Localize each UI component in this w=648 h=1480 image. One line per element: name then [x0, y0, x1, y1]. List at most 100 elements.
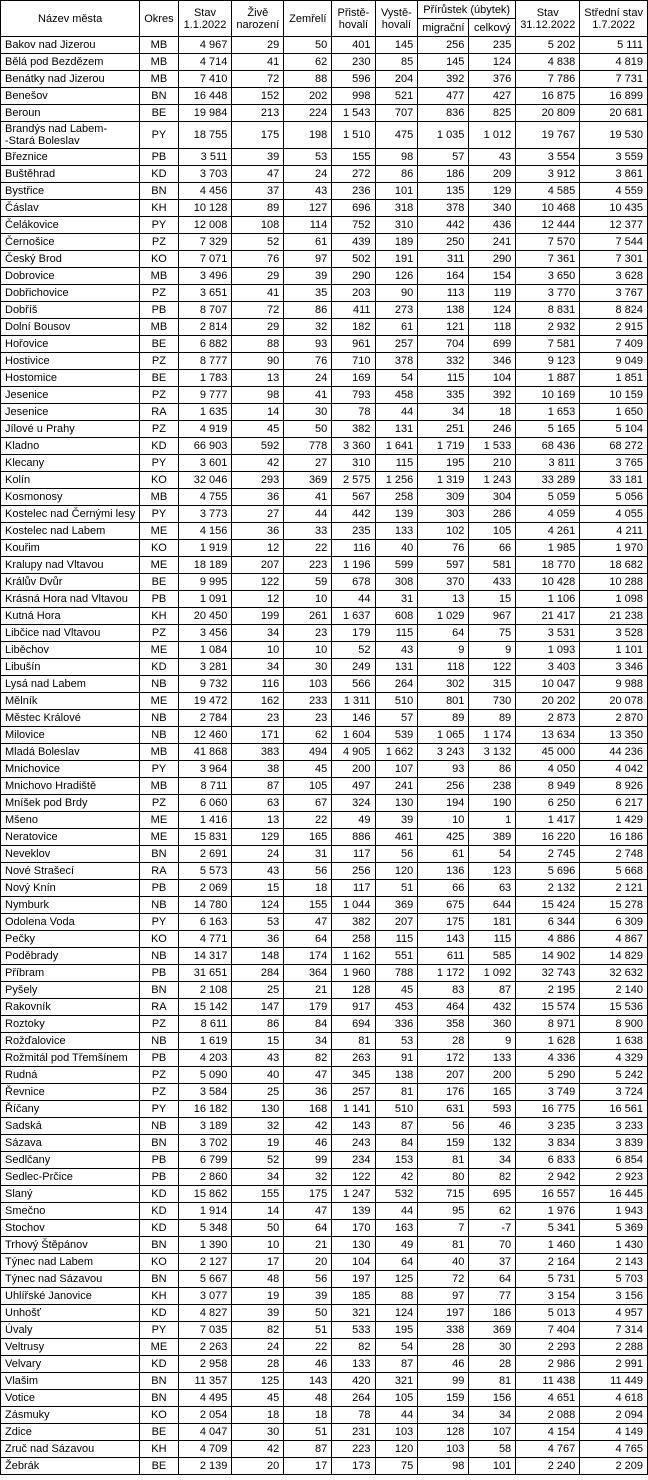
cell-value: 86 [375, 166, 418, 183]
cell-value: 678 [332, 574, 375, 591]
cell-value: 5 348 [178, 1220, 232, 1237]
cell-value: 3 154 [516, 1288, 580, 1305]
cell-value: 2 139 [178, 1458, 232, 1475]
cell-okres: ME [140, 523, 178, 540]
table-row: StochovKD5 34850641701637-75 3415 369 [1, 1220, 648, 1237]
cell-value: 124 [469, 302, 516, 319]
cell-name: Trhový Štěpánov [1, 1237, 140, 1254]
cell-value: 14 780 [178, 897, 232, 914]
cell-value: 1 093 [516, 642, 580, 659]
cell-value: 62 [284, 727, 332, 744]
cell-value: 20 681 [580, 105, 648, 122]
cell-value: 510 [375, 693, 418, 710]
cell-name: Zdice [1, 1424, 140, 1441]
cell-value: 9 049 [580, 353, 648, 370]
cell-value: 6 882 [178, 336, 232, 353]
cell-value: 207 [375, 914, 418, 931]
table-row: ČernošicePZ7 32952614391892502417 5707 5… [1, 234, 648, 251]
cell-value: 15 [232, 880, 284, 897]
table-row: Kostelec nad Černými lesyPY3 77327444421… [1, 506, 648, 523]
cell-okres: KH [140, 608, 178, 625]
cell-name: Kostelec nad Černými lesy [1, 506, 140, 523]
cell-name: Milovice [1, 727, 140, 744]
cell-value: 1 044 [332, 897, 375, 914]
cell-okres: PB [140, 880, 178, 897]
cell-okres: NB [140, 948, 178, 965]
cell-value: 56 [284, 863, 332, 880]
cell-okres: BN [140, 1390, 178, 1407]
cell-value: 45 [232, 421, 284, 438]
cell-value: 32 046 [178, 472, 232, 489]
cell-value: 273 [375, 302, 418, 319]
cell-value: 3 749 [516, 1084, 580, 1101]
cell-value: 4 154 [516, 1424, 580, 1441]
cell-value: 88 [375, 1288, 418, 1305]
cell-value: 31 651 [178, 965, 232, 982]
cell-value: 707 [375, 105, 418, 122]
cell-value: 311 [418, 251, 469, 268]
cell-value: 6 799 [178, 1152, 232, 1169]
cell-value: 87 [469, 982, 516, 999]
cell-value: 185 [332, 1288, 375, 1305]
cell-value: 3 650 [516, 268, 580, 285]
cell-value: 1 091 [178, 591, 232, 608]
cell-value: 2 860 [178, 1169, 232, 1186]
cell-value: 3 839 [580, 1135, 648, 1152]
cell-value: 27 [232, 506, 284, 523]
cell-value: 148 [232, 948, 284, 965]
cell-okres: PB [140, 302, 178, 319]
cell-okres: BE [140, 370, 178, 387]
cell-value: 170 [332, 1220, 375, 1237]
table-row: Sedlec-PrčicePB2 86034321224280822 9422 … [1, 1169, 648, 1186]
table-row: SmečnoKD1 91414471394495621 9761 943 [1, 1203, 648, 1220]
cell-name: Mnichovo Hradiště [1, 778, 140, 795]
cell-value: 15 574 [516, 999, 580, 1016]
cell-name: Rakovník [1, 999, 140, 1016]
cell-value: 115 [375, 931, 418, 948]
cell-name: Čelákovice [1, 217, 140, 234]
cell-okres: MB [140, 744, 178, 761]
cell-value: 8 711 [178, 778, 232, 795]
cell-value: 45 [232, 1390, 284, 1407]
col-pop-mid: Střední stav1.7.2022 [580, 1, 648, 37]
cell-value: 81 [418, 1237, 469, 1254]
cell-value: 6 250 [516, 795, 580, 812]
cell-value: 43 [375, 642, 418, 659]
cell-value: 124 [232, 897, 284, 914]
cell-value: 39 [232, 149, 284, 166]
cell-value: 7 329 [178, 234, 232, 251]
cell-value: 1 311 [332, 693, 375, 710]
table-row: DobroviceMB3 49629392901261641543 6503 6… [1, 268, 648, 285]
cell-okres: MB [140, 54, 178, 71]
cell-okres: PZ [140, 1016, 178, 1033]
cell-okres: PB [140, 149, 178, 166]
cell-name: Hořovice [1, 336, 140, 353]
cell-value: 224 [284, 105, 332, 122]
cell-value: 47 [284, 1067, 332, 1084]
cell-value: 78 [332, 404, 375, 421]
cell-value: 7 409 [580, 336, 648, 353]
cell-value: 257 [332, 1084, 375, 1101]
cell-value: 3 132 [469, 744, 516, 761]
cell-value: 128 [418, 1424, 469, 1441]
cell-value: 2 121 [580, 880, 648, 897]
cell-name: Sedlčany [1, 1152, 140, 1169]
cell-value: 5 090 [178, 1067, 232, 1084]
cell-value: 4 050 [516, 761, 580, 778]
cell-value: 20 078 [580, 693, 648, 710]
cell-value: 16 875 [516, 88, 580, 105]
cell-value: 7 035 [178, 1322, 232, 1339]
cell-value: 30 [284, 659, 332, 676]
cell-value: 7 404 [516, 1322, 580, 1339]
cell-value: 61 [375, 319, 418, 336]
cell-value: 19 767 [516, 122, 580, 149]
table-row: PyšelyBN2 10825211284583872 1952 140 [1, 982, 648, 999]
cell-value: 43 [232, 863, 284, 880]
cell-value: 175 [418, 914, 469, 931]
cell-okres: PY [140, 217, 178, 234]
cell-value: 241 [469, 234, 516, 251]
cell-value: 27 [284, 455, 332, 472]
cell-value: 4 059 [516, 506, 580, 523]
cell-value: 24 [284, 166, 332, 183]
cell-value: 155 [232, 1186, 284, 1203]
